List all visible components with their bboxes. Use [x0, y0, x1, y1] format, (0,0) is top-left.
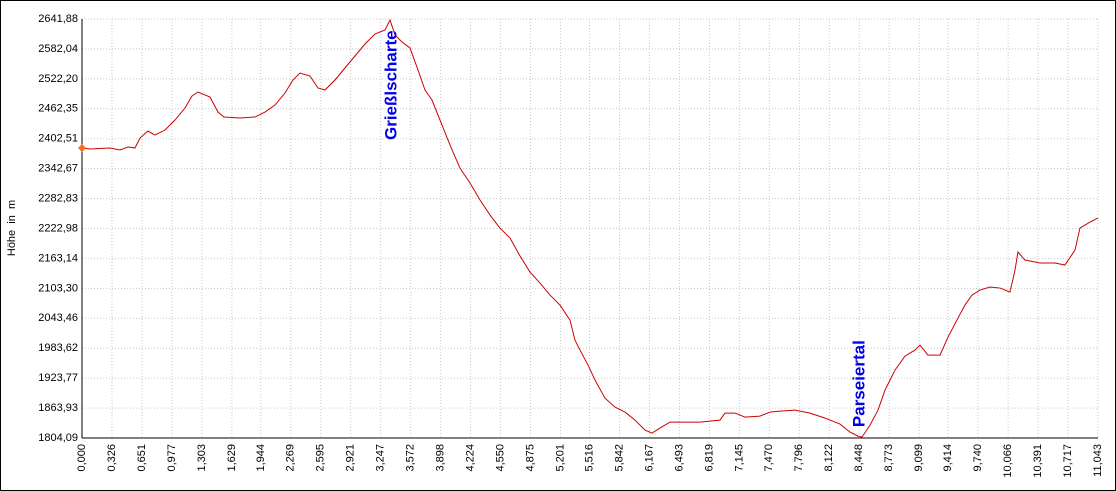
start-marker [78, 144, 86, 153]
x-tick-label: 7,145 [733, 444, 745, 472]
x-tick-label: 9,414 [942, 444, 954, 472]
x-tick-label: 5,842 [613, 444, 625, 472]
x-tick-label: 3,898 [435, 444, 447, 472]
x-tick-label: 9,099 [913, 444, 925, 472]
x-tick-label: 8,773 [883, 444, 895, 472]
y-tick-label: 2462,35 [38, 103, 78, 115]
x-tick-label: 6,167 [643, 444, 655, 472]
elevation-line [81, 18, 1099, 438]
x-tick-label: 2,921 [345, 444, 357, 472]
y-tick-label: 2641,88 [38, 13, 78, 25]
x-tick-label: 0,326 [106, 444, 118, 472]
y-tick-label: 2103,30 [38, 282, 78, 294]
x-tick-label: 11,043 [1092, 444, 1104, 477]
y-tick-label: 1863,93 [38, 402, 78, 414]
y-tick-label: 1804,09 [38, 432, 78, 444]
x-tick-label: 2,595 [315, 444, 327, 472]
y-tick-label: 2222,98 [38, 222, 78, 234]
x-tick-label: 10,066 [1002, 444, 1014, 478]
x-tick-label: 4,550 [495, 444, 507, 472]
x-tick-label: 10,717 [1062, 444, 1074, 478]
x-tick-label: 2,269 [285, 444, 297, 472]
x-tick-label: 1,629 [226, 444, 238, 472]
x-tick-label: 5,201 [554, 444, 566, 472]
annotation: Parseiertal [849, 340, 868, 427]
x-tick-label: 6,819 [703, 444, 715, 472]
x-tick-label: 4,224 [465, 444, 477, 472]
x-tick-label: 9,740 [972, 444, 984, 472]
y-tick-label: 2163,14 [38, 252, 78, 264]
x-tick-label: 7,470 [763, 444, 775, 472]
x-tick-label: 1,303 [196, 444, 208, 472]
y-tick-label: 2522,20 [38, 73, 78, 85]
x-tick-label: 6,493 [673, 444, 685, 472]
y-tick-label: 2043,46 [38, 312, 78, 324]
x-tick-label: 0,977 [166, 444, 178, 472]
x-tick-label: 5,516 [583, 444, 595, 472]
annotation: Grießlscharte [382, 30, 401, 140]
y-tick-label: 2282,83 [38, 192, 78, 204]
x-tick-label: 1,944 [255, 444, 267, 472]
y-tick-label: 1983,62 [38, 342, 78, 354]
x-tick-label: 0,651 [136, 444, 148, 472]
y-axis-label: Höhe in m [6, 200, 18, 256]
y-tick-label: 2342,67 [38, 163, 78, 175]
y-tick-label: 2402,51 [38, 133, 78, 145]
x-tick-label: 4,875 [524, 444, 536, 472]
y-tick-label: 2582,04 [38, 43, 78, 55]
x-tick-label: 3,572 [405, 444, 417, 472]
x-tick-label: 0,000 [76, 444, 88, 472]
x-tick-label: 7,796 [793, 444, 805, 472]
x-tick-label: 8,122 [823, 444, 835, 472]
x-tick-label: 3,247 [375, 444, 387, 472]
y-tick-label: 1923,77 [38, 372, 78, 384]
x-tick-label: 8,448 [853, 444, 865, 472]
x-tick-label: 10,391 [1032, 444, 1044, 478]
